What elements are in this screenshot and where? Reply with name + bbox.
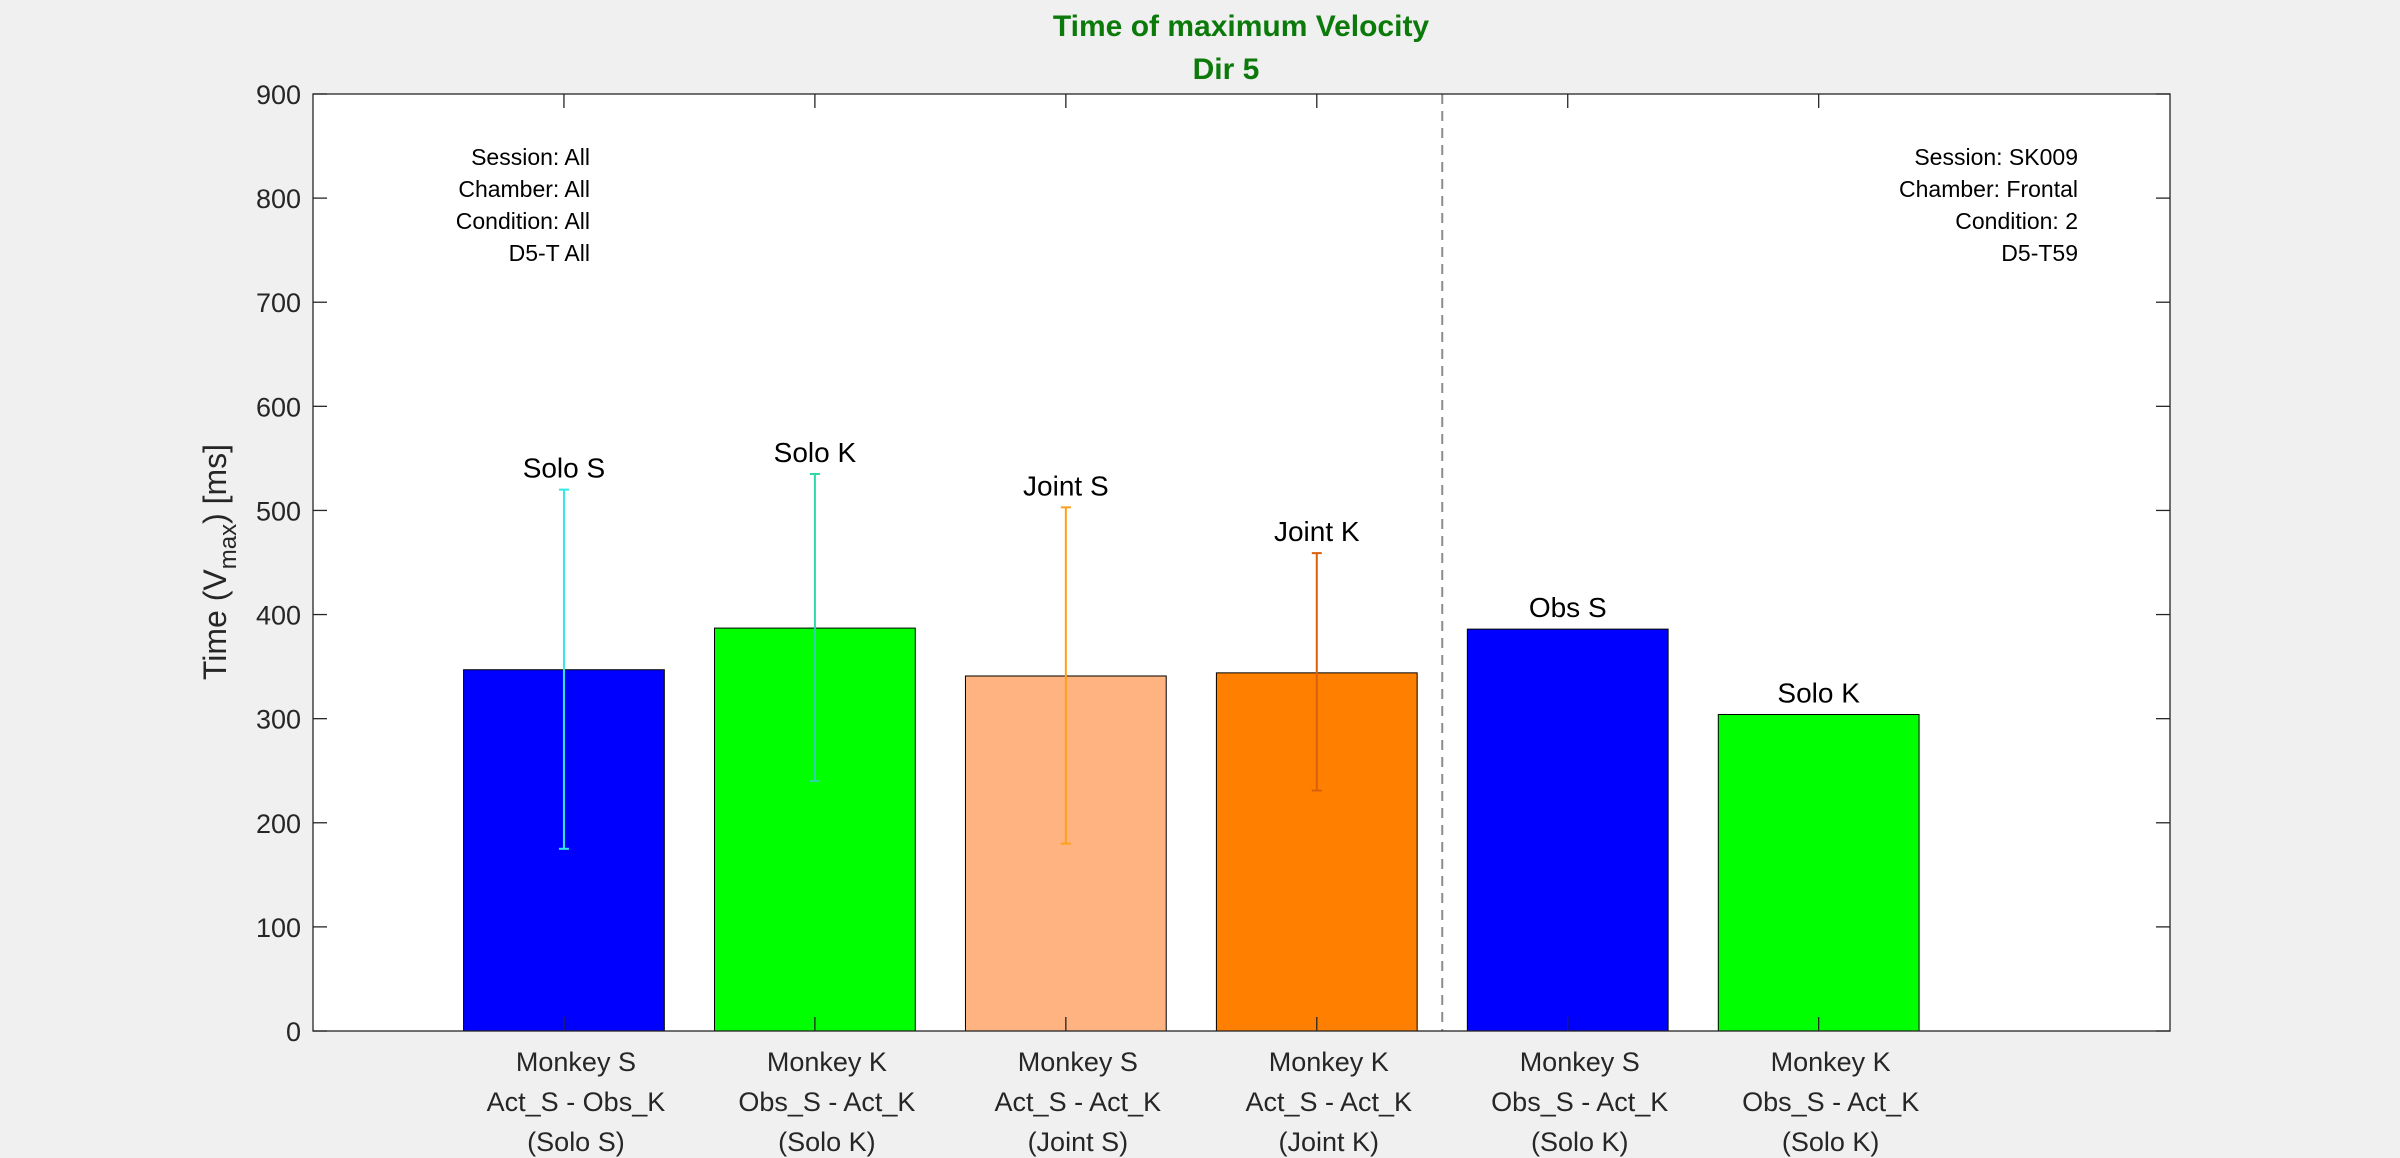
chart-title: Time of maximum Velocity	[1053, 10, 1430, 43]
bar-label: Joint K	[1274, 516, 1360, 547]
y-tick-label: 600	[256, 392, 301, 422]
annotation-right: Condition: 2	[1955, 208, 2078, 234]
bar	[1466, 628, 1669, 1032]
annotation-right: Session: SK009	[1914, 144, 2078, 170]
y-tick-label: 0	[286, 1017, 301, 1047]
x-tick-label: Monkey S Act_S - Act_K (Joint S)	[995, 1047, 1162, 1157]
annotation-left: Chamber: All	[458, 176, 590, 202]
y-tick-label: 800	[256, 184, 301, 214]
plot-frame	[312, 93, 2171, 1032]
y-tick-label: 900	[256, 80, 301, 110]
x-tick-label: Monkey K Obs_S - Act_K (Solo K)	[1742, 1047, 1919, 1157]
error-bars-layer	[558, 473, 1322, 850]
x-tick-label: Monkey S Act_S - Obs_K (Solo S)	[487, 1047, 666, 1157]
y-tick-label: 300	[256, 705, 301, 735]
x-tick-label: Monkey S Obs_S - Act_K (Solo K)	[1491, 1047, 1668, 1157]
bar-label: Solo K	[1777, 678, 1860, 709]
y-axis-label: Time (Vmax) [ms]	[197, 444, 242, 680]
bars-layer	[463, 627, 1920, 1032]
bar-labels-layer: Solo S Solo K Joint S Joint K Obs S Solo K	[523, 437, 1861, 708]
annotation-right: D5-T59	[2001, 240, 2078, 266]
y-tick-label: 100	[256, 913, 301, 943]
x-tick-label: Monkey K Obs_S - Act_K (Solo K)	[738, 1047, 915, 1157]
y-tick-label: 400	[256, 601, 301, 631]
annotation-left: D5-T All	[509, 240, 590, 266]
y-tick-label: 500	[256, 496, 301, 526]
y-tick-label: 200	[256, 809, 301, 839]
x-axis: Monkey S Act_S - Obs_K (Solo S) Monkey K Obs…	[487, 94, 1919, 1157]
y-tick-label: 700	[256, 288, 301, 318]
bar-label: Obs S	[1529, 592, 1607, 623]
bar-label: Solo K	[774, 437, 857, 468]
annotation-left: Condition: All	[456, 208, 590, 234]
y-axis: 0 100 200 300 400 500 600 700 800 900	[256, 80, 2170, 1047]
bar	[1717, 714, 1920, 1032]
annotation-right: Chamber: Frontal	[1899, 176, 2078, 202]
bar-label: Joint S	[1023, 470, 1109, 501]
annotations: Session: All Chamber: All Condition: All D5…	[456, 144, 2078, 266]
bar-label: Solo S	[523, 453, 606, 484]
chart-subtitle: Dir 5	[1193, 53, 1260, 86]
annotation-left: Session: All	[471, 144, 590, 170]
x-tick-label: Monkey K Act_S - Act_K (Joint K)	[1245, 1047, 1412, 1157]
